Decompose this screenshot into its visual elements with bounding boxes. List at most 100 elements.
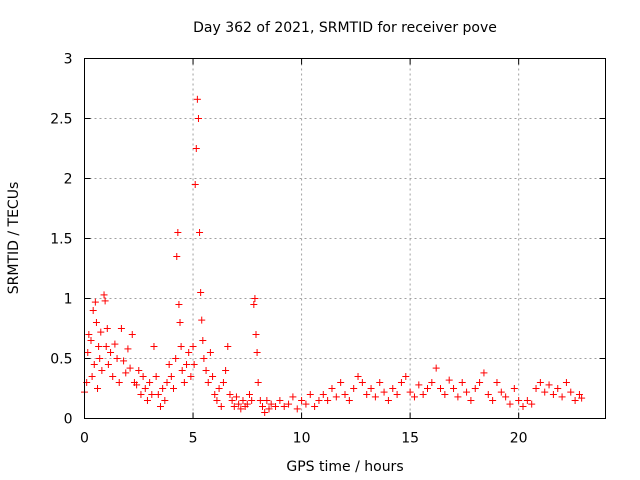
data-point (122, 369, 130, 377)
plot-frame (84, 58, 606, 419)
data-point (84, 349, 92, 356)
data-point (306, 391, 314, 398)
data-point (265, 405, 273, 413)
data-point (176, 319, 184, 326)
data-point (97, 328, 105, 336)
data-point (497, 388, 505, 396)
data-point (261, 409, 269, 416)
data-point (578, 394, 586, 402)
data-point (519, 403, 527, 410)
data-point (332, 393, 340, 401)
data-point (415, 381, 423, 389)
data-point (146, 379, 154, 386)
data-point (115, 379, 123, 386)
data-point (419, 391, 427, 398)
data-point (467, 397, 475, 404)
data-point (172, 355, 180, 362)
data-point (254, 379, 262, 386)
data-point (133, 381, 141, 389)
data-point (215, 385, 223, 392)
x-axis-label: GPS time / hours (286, 459, 403, 475)
data-point (165, 361, 173, 368)
data-point (161, 397, 169, 404)
data-point (102, 343, 110, 350)
data-point (92, 319, 100, 326)
data-point (406, 388, 414, 396)
data-point (428, 379, 436, 386)
data-point (173, 253, 181, 260)
data-point (528, 400, 536, 408)
y-tick-label: 0.5 (50, 352, 72, 368)
data-point (324, 397, 332, 404)
data-point (445, 376, 453, 384)
data-point (358, 379, 366, 386)
data-point (94, 385, 102, 392)
data-point (152, 373, 160, 380)
data-point (263, 397, 271, 404)
y-tick-label: 1.5 (50, 232, 72, 248)
data-point (345, 397, 353, 404)
data-point (235, 400, 243, 408)
data-point (135, 367, 143, 374)
data-point (137, 391, 145, 398)
data-point (174, 229, 182, 236)
y-tick-label: 2.5 (50, 112, 72, 128)
data-point (178, 367, 186, 374)
data-point (89, 307, 97, 314)
data-point (250, 301, 258, 308)
data-point (302, 400, 310, 408)
data-point (376, 379, 384, 386)
data-point (232, 393, 240, 401)
data-point (259, 403, 267, 410)
data-point (177, 343, 185, 350)
y-tick-label: 2 (64, 172, 73, 188)
data-point (315, 397, 323, 404)
data-point (196, 229, 204, 236)
data-point (194, 115, 202, 122)
data-point (423, 385, 431, 392)
data-point (224, 343, 232, 350)
data-point (98, 367, 106, 374)
data-point (95, 343, 103, 350)
data-point (252, 331, 260, 338)
data-point (222, 367, 230, 374)
data-point (217, 403, 225, 410)
data-point (91, 298, 99, 306)
data-point (567, 388, 575, 396)
x-tick-label: 15 (401, 431, 419, 447)
data-point (510, 385, 518, 392)
data-point (280, 403, 288, 410)
data-point (189, 343, 197, 350)
data-point (193, 95, 201, 103)
data-point (204, 379, 212, 386)
data-point (180, 379, 188, 386)
data-point (506, 400, 514, 408)
data-point (124, 345, 132, 353)
data-point (156, 403, 164, 410)
data-point (213, 397, 221, 404)
data-point (248, 397, 256, 404)
data-point (554, 385, 562, 392)
data-point (209, 373, 217, 380)
grid (84, 58, 606, 419)
data-point (87, 337, 95, 344)
data-point (243, 400, 251, 408)
data-point (493, 379, 501, 386)
data-point (523, 397, 531, 404)
data-point (167, 373, 175, 380)
y-axis-label: SRMTID / TECUs (6, 182, 22, 295)
data-point (253, 349, 261, 356)
data-point (199, 337, 207, 344)
data-point (354, 373, 362, 380)
data-points (81, 95, 586, 416)
y-tick-label: 1 (64, 292, 73, 308)
data-point (139, 373, 147, 380)
data-point (190, 361, 198, 368)
data-point (389, 385, 397, 392)
data-point (285, 400, 293, 408)
data-point (85, 331, 93, 338)
data-point (437, 385, 445, 392)
data-point (206, 349, 214, 356)
data-point (384, 397, 392, 404)
data-point (239, 397, 247, 404)
